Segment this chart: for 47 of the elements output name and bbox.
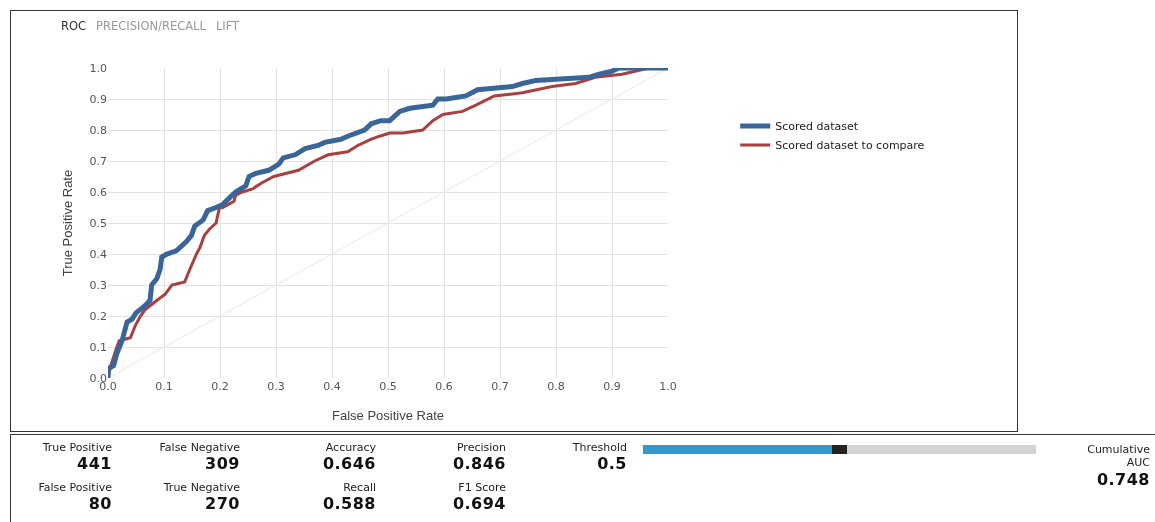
text: F1 Score <box>458 481 506 494</box>
text: True Positive <box>42 441 112 454</box>
text: False Positive <box>38 481 112 494</box>
text: 0.5 <box>597 454 627 473</box>
y-tick-label: 0.5 <box>89 216 107 230</box>
x-tick-label: 0.3 <box>267 380 285 393</box>
x-tick-label: 0.7 <box>491 380 509 393</box>
y-axis-title: True Positive Rate <box>60 169 75 277</box>
x-tick-label: 1.0 <box>659 380 677 393</box>
text: Accuracy <box>325 441 376 454</box>
text: 309 <box>205 454 240 473</box>
x-tick-label: 0.6 <box>435 380 453 393</box>
x-axis-title: False Positive Rate <box>332 407 444 423</box>
text: 0.646 <box>322 454 376 473</box>
text: Recall <box>343 481 376 494</box>
x-tick-label: 0.5 <box>379 380 397 393</box>
text: ROC <box>61 19 87 33</box>
y-tick-label: 0.2 <box>89 309 107 323</box>
text: LIFT <box>215 19 240 33</box>
x-tick-label: 0.2 <box>211 380 229 393</box>
y-tick-label: 0.4 <box>89 247 107 261</box>
x-tick-label: 0.1 <box>155 380 173 393</box>
legend-label: Scored dataset <box>775 120 859 134</box>
y-tick-label: 1.0 <box>89 61 107 75</box>
text: PRECISION/RECALL <box>96 19 206 33</box>
text: 0.846 <box>452 454 506 473</box>
x-tick-label: 0.9 <box>603 380 621 393</box>
x-tick-label: 0.8 <box>547 380 565 393</box>
text: Cumulative AUC <box>1086 443 1150 469</box>
text: Precision <box>456 441 506 454</box>
y-tick-label: 0.8 <box>89 123 107 137</box>
text: 441 <box>77 454 112 473</box>
text: False Negative <box>159 441 240 454</box>
text: 0.748 <box>1096 470 1150 489</box>
legend-label: Scored dataset to compare <box>775 139 925 153</box>
y-tick-label: 0.1 <box>89 340 107 354</box>
text: 0.694 <box>452 494 506 513</box>
x-tick-label: 0.4 <box>323 380 341 393</box>
text: 80 <box>88 494 112 513</box>
text: True Negative <box>163 481 240 494</box>
text: 0.588 <box>322 494 376 513</box>
text: 270 <box>205 494 240 513</box>
y-tick-label: 0.7 <box>89 154 107 168</box>
text: Threshold <box>572 441 627 454</box>
y-tick-label: 0.3 <box>89 278 107 292</box>
y-tick-label: 0.6 <box>89 185 107 199</box>
y-tick-label: 0.9 <box>89 92 107 106</box>
